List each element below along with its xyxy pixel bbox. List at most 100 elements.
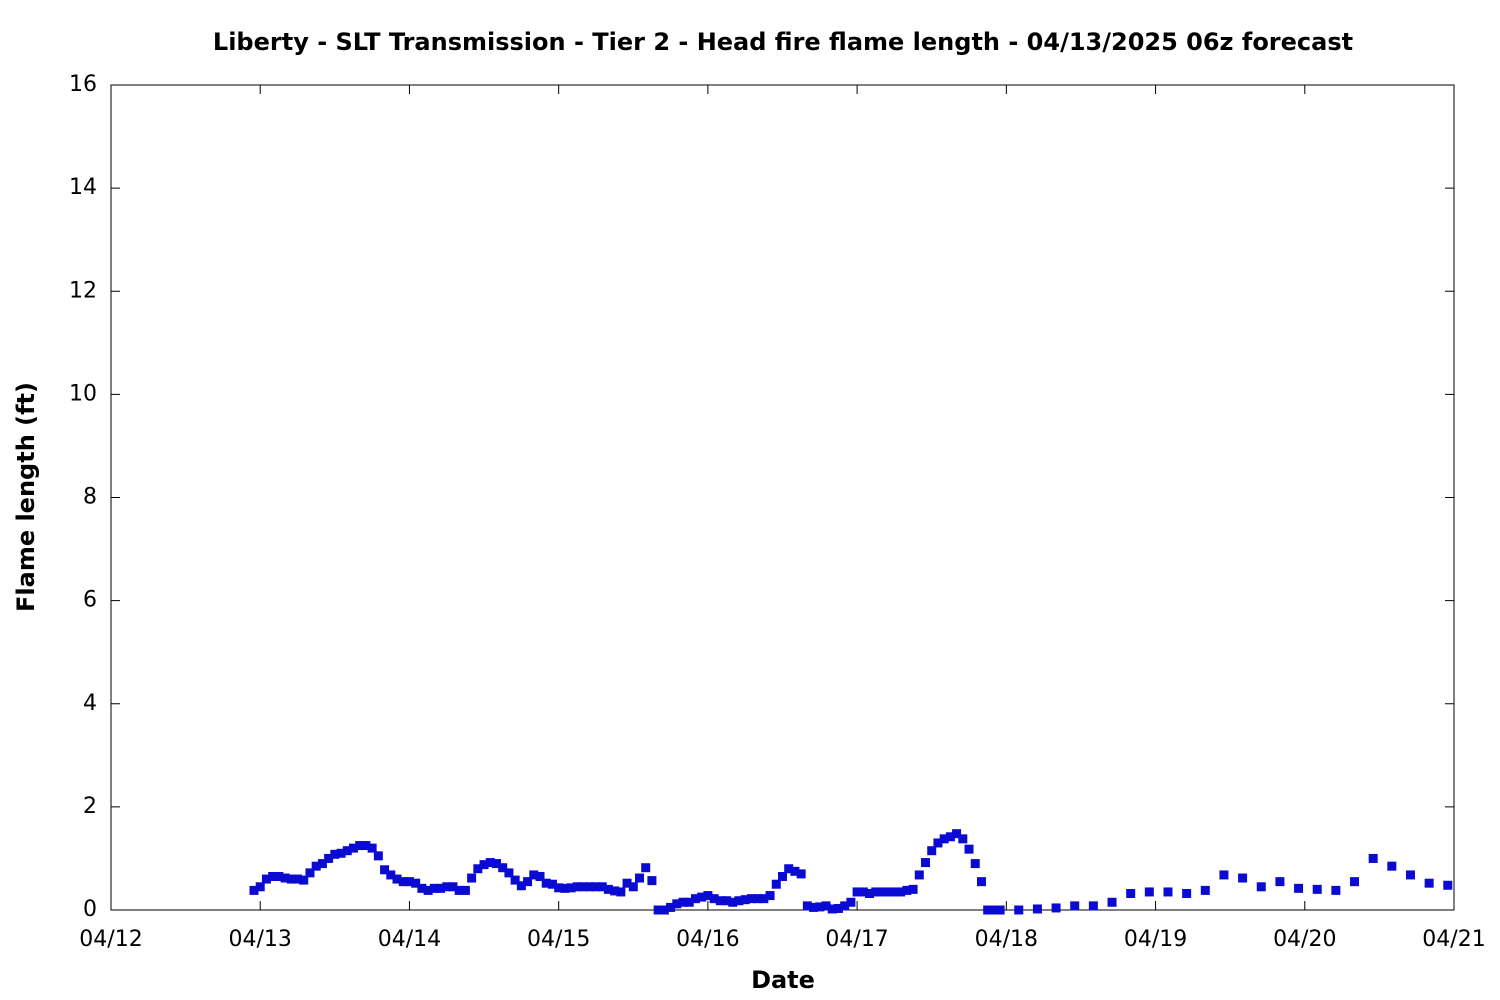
point [995, 905, 1005, 915]
point [529, 870, 539, 880]
point [809, 902, 819, 912]
point [1219, 870, 1229, 880]
point [479, 860, 489, 870]
x-tick-label: 04/15 [527, 927, 590, 952]
point [1405, 870, 1415, 880]
point [796, 869, 806, 879]
point [784, 864, 794, 874]
point [759, 894, 769, 904]
point [939, 834, 949, 844]
point [821, 901, 831, 911]
point [473, 864, 483, 874]
point [833, 903, 843, 913]
point [740, 895, 750, 905]
point [653, 905, 663, 915]
point [442, 882, 452, 892]
point [317, 859, 327, 869]
point [392, 874, 402, 884]
point [715, 896, 725, 906]
x-tick-label: 04/17 [825, 927, 888, 952]
point [628, 882, 638, 892]
chart-title: Liberty - SLT Transmission - Tier 2 - He… [213, 28, 1353, 56]
y-tick-label: 0 [83, 897, 97, 922]
y-tick-label: 10 [69, 381, 97, 406]
point [734, 896, 744, 906]
point [958, 834, 968, 844]
point [709, 894, 719, 904]
point [815, 902, 825, 912]
point [846, 897, 856, 907]
point [1294, 883, 1304, 893]
point [305, 868, 315, 878]
point [753, 894, 763, 904]
point [678, 897, 688, 907]
point [579, 882, 589, 892]
point [535, 871, 545, 881]
y-tick-label: 16 [69, 72, 97, 97]
point [355, 841, 365, 851]
point [858, 887, 868, 897]
point [672, 899, 682, 909]
point [1032, 904, 1042, 914]
point [554, 883, 564, 893]
point [348, 843, 358, 853]
point [840, 901, 850, 911]
point [510, 875, 520, 885]
point [647, 876, 657, 886]
point [616, 887, 626, 897]
point [448, 882, 458, 892]
point [1256, 882, 1266, 892]
point [914, 870, 924, 880]
y-tick-label: 4 [83, 691, 97, 716]
point [541, 878, 551, 888]
point [330, 849, 340, 859]
point [255, 882, 265, 892]
point [1387, 861, 1397, 871]
point [722, 896, 732, 906]
point [989, 905, 999, 915]
x-tick-label: 04/14 [378, 927, 441, 952]
point [417, 883, 427, 893]
point [827, 904, 837, 914]
point [697, 892, 707, 902]
point [380, 865, 390, 875]
point [1126, 889, 1136, 898]
point [547, 879, 557, 889]
x-tick-label: 04/21 [1422, 927, 1485, 952]
point [386, 870, 396, 880]
point [690, 894, 700, 904]
point [286, 874, 296, 884]
point [342, 846, 352, 856]
point [790, 866, 800, 876]
point [1200, 885, 1210, 895]
point [367, 843, 377, 853]
point [1424, 878, 1434, 888]
point [1238, 873, 1248, 883]
point [976, 877, 986, 887]
x-tick-label: 04/12 [79, 927, 142, 952]
point [1070, 901, 1080, 911]
point [504, 868, 514, 878]
point [603, 884, 613, 894]
point [523, 877, 533, 887]
point [585, 882, 595, 892]
y-tick-label: 12 [69, 278, 97, 303]
point [249, 885, 259, 895]
point [293, 874, 303, 884]
point [908, 884, 918, 894]
y-axis-label: Flame length (ft) [12, 382, 40, 612]
point [498, 863, 508, 873]
point [902, 885, 912, 895]
point [983, 905, 993, 915]
point [1182, 889, 1192, 898]
point [274, 871, 284, 881]
point [666, 902, 676, 912]
point [765, 891, 775, 901]
point [280, 873, 290, 883]
point [411, 878, 421, 888]
point [491, 859, 501, 869]
point [852, 887, 862, 897]
point [404, 877, 414, 887]
point [703, 891, 713, 901]
